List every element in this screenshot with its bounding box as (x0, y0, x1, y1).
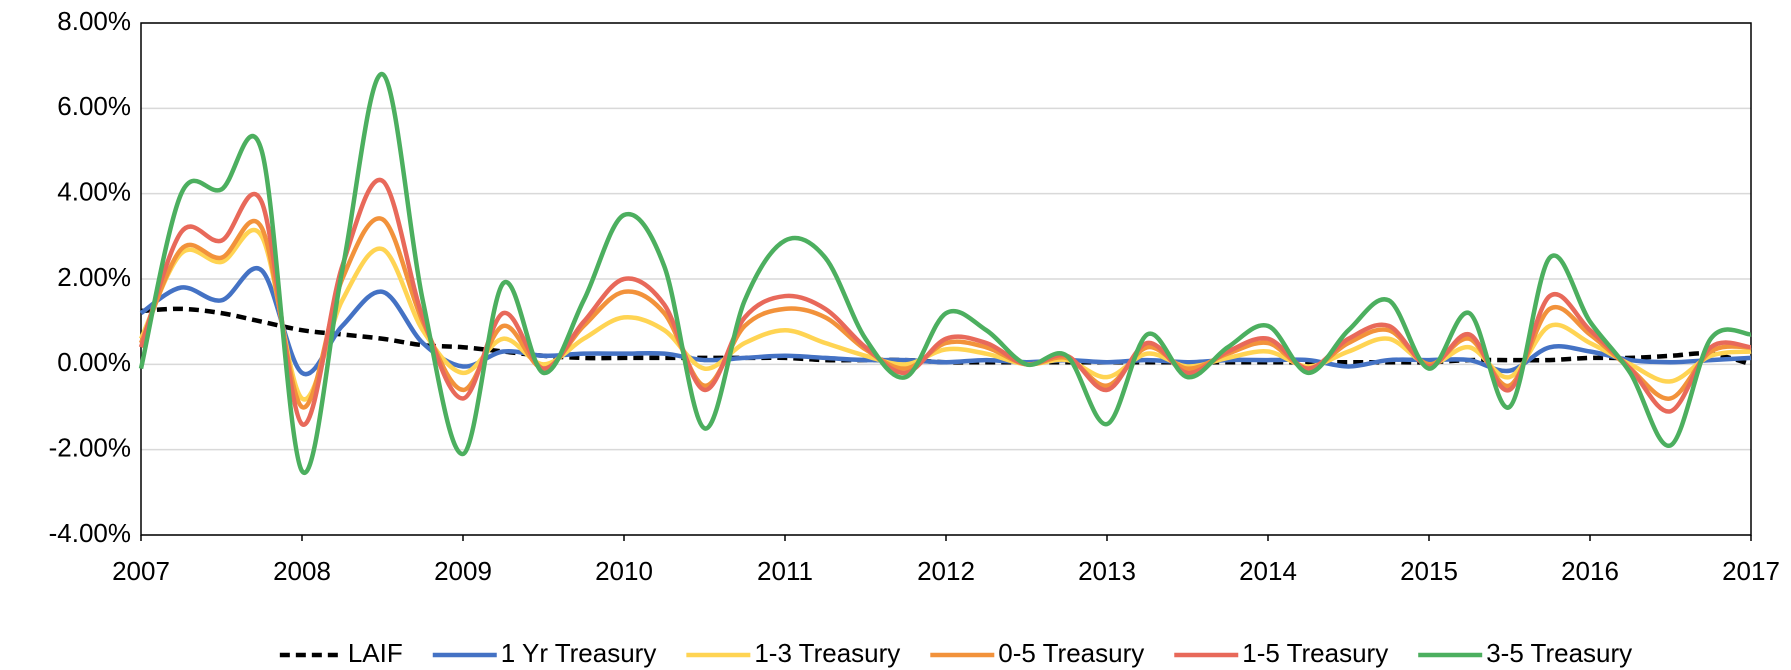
legend-label: 1-5 Treasury (1242, 638, 1388, 668)
legend: LAIF 1 Yr Treasury 1-3 Treasury 0-5 Treasur… (279, 638, 1632, 668)
x-tick-label: 2012 (917, 556, 975, 586)
legend-label: 3-5 Treasury (1486, 638, 1632, 668)
y-tick-label: 6.00% (57, 91, 131, 121)
x-tick-label: 2014 (1239, 556, 1297, 586)
x-tick-label: 2007 (112, 556, 170, 586)
legend-label: 1-3 Treasury (754, 638, 900, 668)
x-tick-label: 2016 (1561, 556, 1619, 586)
y-tick-label: 4.00% (57, 177, 131, 207)
legend-label: LAIF (348, 638, 403, 668)
series-line (139, 265, 1752, 377)
y-tick-label: 0.00% (57, 347, 131, 377)
series-line (138, 227, 1752, 402)
x-tick-label: 2008 (273, 556, 331, 586)
y-tick-label: -2.00% (49, 433, 131, 463)
y-tick-label: -4.00% (49, 518, 131, 548)
x-tick-label: 2015 (1400, 556, 1458, 586)
x-tick-label: 2011 (757, 556, 813, 586)
series-line (138, 177, 1752, 427)
x-tick-label: 2017 (1722, 556, 1780, 586)
x-tick-label: 2010 (595, 556, 653, 586)
series-line (138, 216, 1752, 410)
legend-label: 0-5 Treasury (998, 638, 1144, 668)
y-tick-label: 2.00% (57, 262, 131, 292)
legend-label: 1 Yr Treasury (501, 638, 657, 668)
plot-frame (140, 22, 1752, 536)
x-tick-label: 2009 (434, 556, 492, 586)
x-tick-label: 2013 (1078, 556, 1136, 586)
y-tick-label: 8.00% (57, 6, 131, 36)
series-line (138, 71, 1752, 476)
